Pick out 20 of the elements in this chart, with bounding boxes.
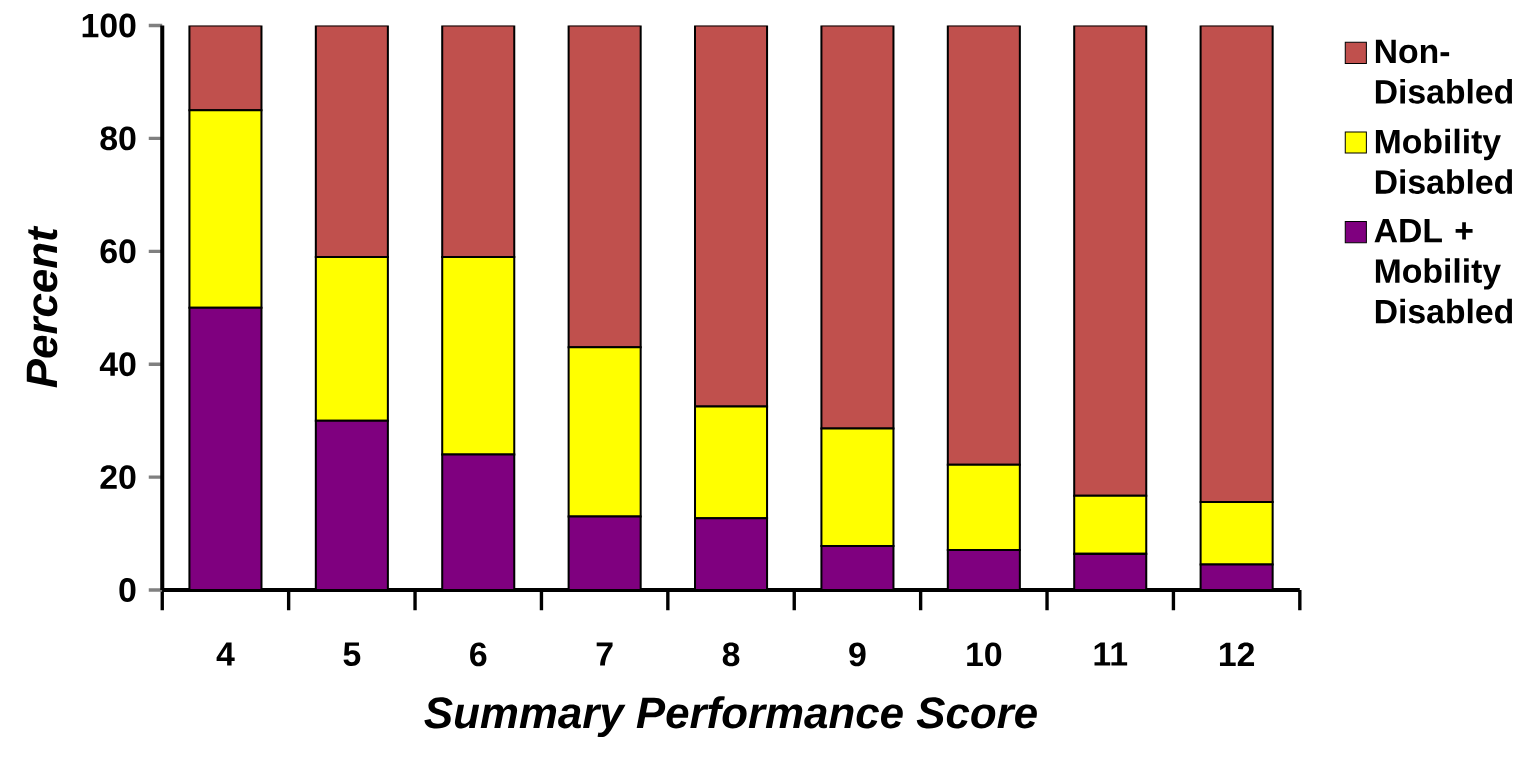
x-tick-label: 6 (470, 642, 487, 667)
x-tick-label: 4 (216, 642, 235, 666)
x-axis-title: Summary Performance Score (424, 696, 1037, 738)
y-tick-label: 0 (119, 578, 136, 602)
y-tick-label: 20 (100, 465, 136, 490)
x-tick-label: 8 (722, 642, 740, 667)
y-tick-label: 60 (100, 239, 136, 264)
x-tick-label: 10 (967, 642, 1002, 667)
y-tick-label: 80 (100, 126, 136, 151)
y-tick-label: 40 (99, 352, 136, 377)
x-tick-label: 9 (849, 642, 866, 667)
x-tick-label: 7 (596, 642, 613, 666)
legend-label: Non-Disabled (1375, 39, 1513, 104)
y-tick-label: 100 (82, 13, 136, 38)
legend-label: Mobility Disabled (1375, 128, 1513, 194)
x-tick-label: 5 (343, 642, 361, 666)
x-tick-label: 11 (1094, 642, 1128, 666)
legend-label: ADL + Mobility Disabled (1374, 218, 1513, 324)
y-axis-title: Percent (26, 225, 58, 388)
x-tick-label: 12 (1219, 642, 1255, 666)
